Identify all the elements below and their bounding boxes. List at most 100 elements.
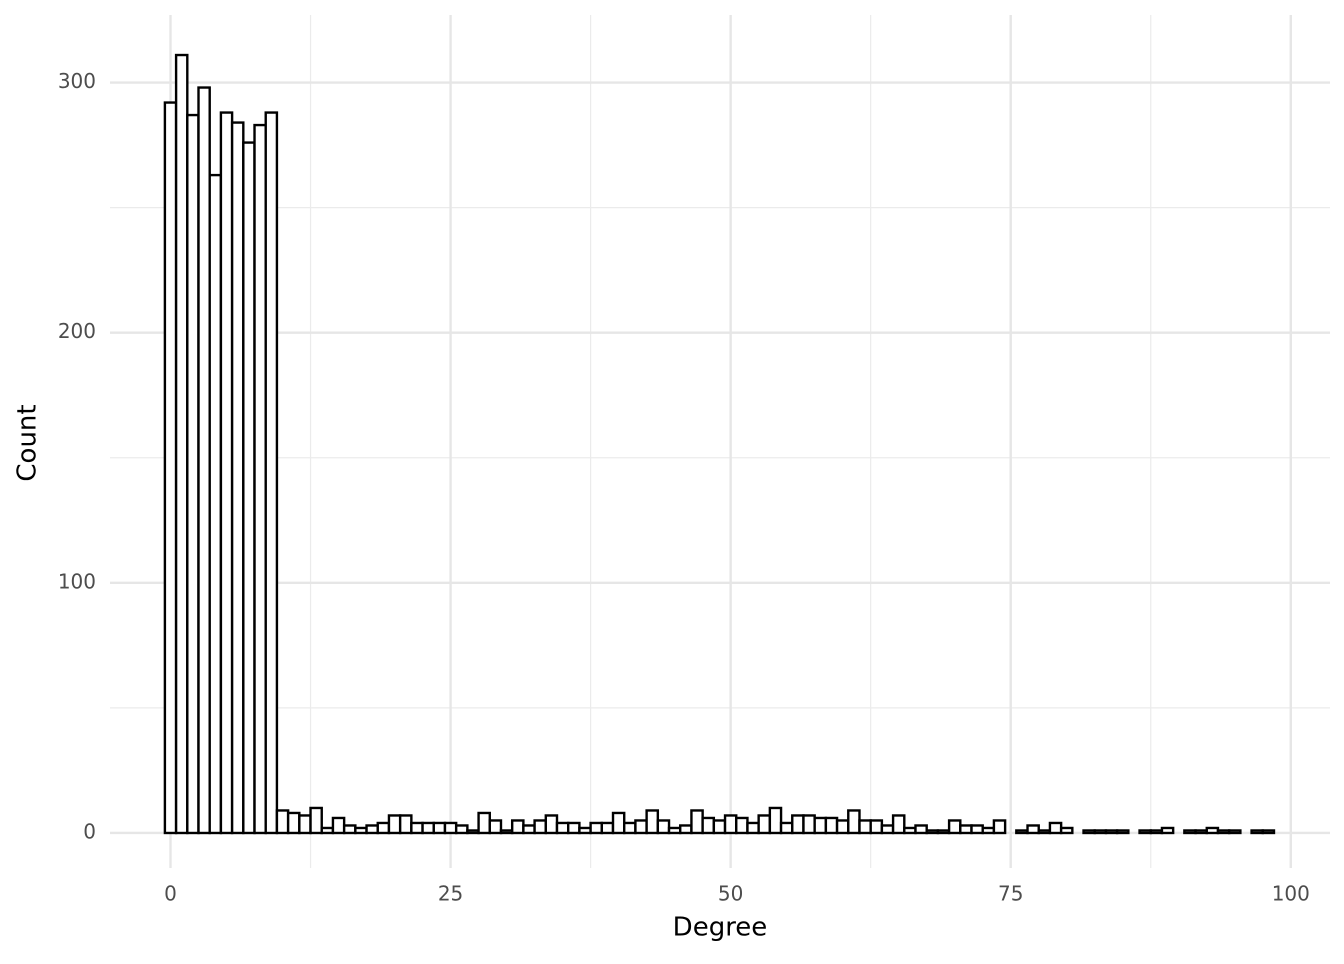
- bar: [712, 819, 727, 835]
- bar: [701, 816, 716, 835]
- bar: [959, 824, 973, 835]
- bar: [522, 824, 536, 835]
- bar: [454, 824, 469, 835]
- bar: [275, 809, 290, 835]
- bar: [824, 816, 839, 835]
- bar: [869, 819, 884, 835]
- bar: [376, 821, 391, 835]
- bar: [331, 816, 346, 835]
- bar: [1104, 829, 1119, 835]
- bar: [1026, 824, 1040, 835]
- bar: [981, 826, 996, 835]
- bar: [230, 121, 245, 835]
- bar: [735, 816, 749, 835]
- bar: [398, 814, 413, 835]
- bar: [466, 829, 480, 835]
- bar: [174, 53, 189, 835]
- bar: [679, 824, 693, 835]
- x-tick-label: 75: [998, 882, 1023, 906]
- bar: [1261, 829, 1276, 835]
- bar: [1216, 829, 1231, 835]
- bar: [589, 821, 604, 835]
- bar: [1048, 821, 1063, 835]
- bar: [690, 809, 704, 835]
- bar: [1059, 826, 1074, 835]
- bar: [1227, 829, 1242, 835]
- bar: [600, 821, 615, 835]
- bar: [936, 829, 951, 835]
- bar: [1015, 829, 1029, 835]
- bar: [813, 816, 828, 835]
- bar: [533, 819, 547, 835]
- bar: [578, 826, 592, 835]
- bar: [1250, 829, 1264, 835]
- bar: [320, 826, 335, 835]
- bars: [163, 53, 1276, 835]
- grid: [110, 15, 1330, 868]
- bar: [970, 824, 984, 835]
- bar: [1138, 829, 1152, 835]
- bar: [914, 824, 928, 835]
- x-tick-label: 50: [718, 882, 743, 906]
- bar: [298, 814, 312, 835]
- x-axis-title: Degree: [673, 913, 768, 943]
- bar: [858, 819, 872, 835]
- bar: [835, 819, 850, 835]
- bar: [667, 826, 682, 835]
- bar: [723, 814, 738, 835]
- y-tick-label: 100: [58, 569, 96, 593]
- bar: [208, 173, 223, 835]
- bar: [387, 814, 402, 835]
- bar: [499, 829, 514, 835]
- bar: [1082, 829, 1096, 835]
- bar: [264, 111, 279, 835]
- bar: [1194, 829, 1208, 835]
- bar: [802, 814, 816, 835]
- bar: [746, 821, 760, 835]
- bar: [1037, 829, 1052, 835]
- bar: [544, 814, 559, 835]
- bar: [443, 821, 458, 835]
- bar: [847, 809, 861, 835]
- bar: [891, 814, 906, 835]
- bar: [880, 824, 895, 835]
- bar: [410, 821, 424, 835]
- bar: [354, 826, 368, 835]
- x-tick-label: 0: [164, 882, 177, 906]
- bar: [1149, 829, 1164, 835]
- bar: [903, 826, 917, 835]
- y-axis-title: Count: [13, 404, 43, 481]
- bar: [477, 811, 491, 835]
- bar: [432, 821, 447, 835]
- bar: [634, 819, 648, 835]
- bar: [342, 824, 357, 835]
- bar: [1093, 829, 1108, 835]
- bar: [365, 824, 379, 835]
- bar: [1115, 829, 1130, 835]
- y-tick-label: 0: [83, 819, 96, 843]
- bar: [488, 819, 503, 835]
- bar: [768, 806, 783, 835]
- bar: [309, 806, 323, 835]
- x-tick-label: 100: [1272, 882, 1310, 906]
- labels: 0 25 50 75 100 0 100 200 300: [58, 69, 1310, 905]
- bar: [779, 821, 794, 835]
- bar: [1205, 826, 1220, 835]
- bar: [186, 113, 200, 835]
- y-tick-label: 300: [58, 69, 96, 93]
- bar: [611, 811, 626, 835]
- bar: [219, 111, 234, 835]
- bar: [555, 821, 570, 835]
- x-tick-label: 25: [438, 882, 463, 906]
- bar: [656, 819, 671, 835]
- bar: [242, 141, 256, 835]
- y-tick-label: 200: [58, 319, 96, 343]
- bar: [947, 819, 962, 835]
- bar: [992, 819, 1007, 835]
- bar: [286, 811, 301, 835]
- bar: [510, 819, 525, 835]
- bar: [645, 809, 660, 835]
- bar: [197, 86, 211, 835]
- bar: [1160, 826, 1175, 835]
